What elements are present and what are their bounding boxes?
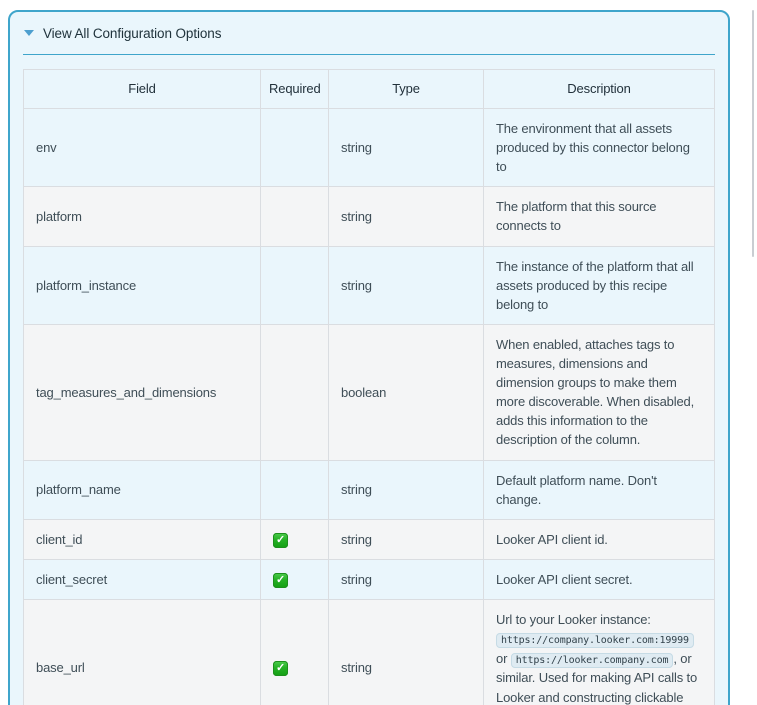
description-cell: Looker API client secret. — [483, 558, 715, 600]
description-cell: Url to your Looker instance: https://com… — [483, 598, 715, 705]
collapse-arrow-icon — [24, 30, 34, 36]
column-header-description: Description — [483, 69, 715, 109]
table-row: tag_measures_and_dimensions boolean When e… — [23, 323, 715, 461]
description-cell: The instance of the platform that all as… — [483, 245, 715, 325]
field-name-cell: tag_measures_and_dimensions — [23, 323, 261, 461]
description-cell: Looker API client id. — [483, 518, 715, 560]
required-cell: ✓ — [260, 598, 329, 705]
required-cell — [260, 186, 329, 247]
header-row: Field Required Type Description — [23, 69, 715, 109]
table-row: platform string The platform that this sou… — [23, 186, 715, 247]
type-cell: string — [328, 107, 484, 188]
description-cell: When enabled, attaches tags to measures,… — [483, 323, 715, 461]
required-check-icon: ✓ — [273, 661, 288, 677]
config-table-head: Field Required Type Description — [23, 69, 715, 109]
description-cell: The platform that this source connects t… — [483, 186, 715, 247]
required-cell — [260, 245, 329, 325]
column-header-required: Required — [260, 69, 329, 109]
field-name-cell: client_id — [23, 518, 261, 560]
field-name-cell: base_url — [23, 598, 261, 705]
required-check-icon: ✓ — [273, 572, 288, 588]
table-row: base_url ✓ string Url to your Looker instan… — [23, 598, 715, 705]
table-row: platform_instance string The instance of t… — [23, 245, 715, 325]
table-row: client_id ✓ string Looker API client id. — [23, 518, 715, 560]
field-name-cell: platform — [23, 186, 261, 247]
type-cell: boolean — [328, 323, 484, 461]
required-cell: ✓ — [260, 558, 329, 600]
required-cell — [260, 323, 329, 461]
table-row: env string The environment that all assets… — [23, 107, 715, 188]
config-table-body: env string The environment that all assets… — [23, 107, 715, 705]
table-row: platform_name string Default platform name… — [23, 459, 715, 520]
code-snippet: https://company.looker.com:19999 — [496, 633, 694, 649]
required-check-icon: ✓ — [273, 532, 288, 548]
table-row: client_secret ✓ string Looker API client se… — [23, 558, 715, 600]
description-cell: Default platform name. Don't change. — [483, 459, 715, 520]
collapsible-summary[interactable]: View All Configuration Options — [23, 12, 715, 55]
panel-body: Field Required Type Description env string Th… — [23, 69, 715, 705]
field-name-cell: platform_instance — [23, 245, 261, 325]
description-cell: The environment that all assets produced… — [483, 107, 715, 188]
type-cell: string — [328, 245, 484, 325]
config-options-panel: View All Configuration Options Field Requ… — [8, 10, 730, 705]
field-name-cell: env — [23, 107, 261, 188]
column-header-type: Type — [328, 69, 484, 109]
config-options-table: Field Required Type Description env string Th… — [23, 69, 715, 705]
field-name-cell: platform_name — [23, 459, 261, 520]
code-snippet: https://looker.company.com — [510, 652, 674, 668]
required-cell — [260, 459, 329, 520]
type-cell: string — [328, 186, 484, 247]
required-cell: ✓ — [260, 518, 329, 560]
field-name-cell: client_secret — [23, 558, 261, 600]
required-cell — [260, 107, 329, 188]
type-cell: string — [328, 558, 484, 600]
panel-title: View All Configuration Options — [43, 25, 222, 41]
scrollbar-thumb[interactable] — [752, 10, 754, 257]
type-cell: string — [328, 459, 484, 520]
type-cell: string — [328, 518, 484, 560]
column-header-field: Field — [23, 69, 261, 109]
type-cell: string — [328, 598, 484, 705]
